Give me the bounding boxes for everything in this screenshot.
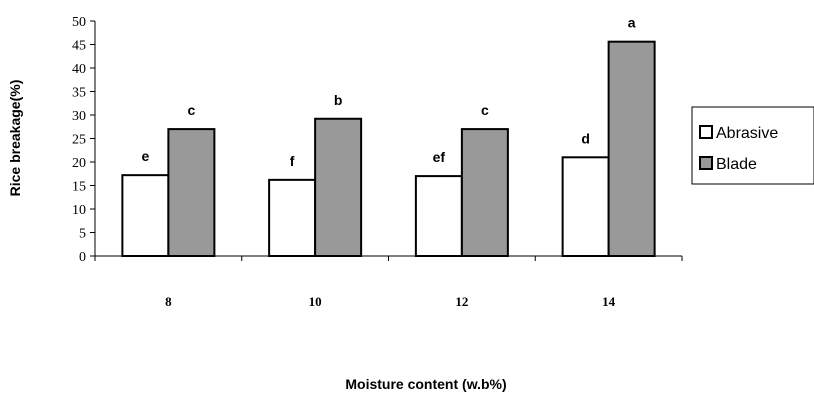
significance-labels: e c f b ef c d a: [141, 15, 635, 169]
significance-label: b: [334, 92, 343, 108]
x-axis-title: Moisture content (w.b%): [345, 376, 506, 392]
bar-abrasive-8: [121, 174, 170, 257]
significance-label: e: [141, 148, 149, 164]
significance-label: ef: [433, 149, 446, 165]
significance-label: f: [290, 153, 295, 169]
y-tick-label: 50: [72, 15, 86, 30]
x-axis: 8 10 12 14: [94, 255, 683, 309]
bar-abrasive-14: [561, 156, 610, 257]
legend-label-abrasive: Abrasive: [716, 125, 778, 142]
significance-label: d: [581, 130, 590, 146]
bar-blade-14: [607, 40, 656, 258]
y-tick-label: 10: [72, 203, 86, 218]
y-tick-label: 25: [72, 133, 86, 148]
significance-label: c: [481, 102, 489, 118]
bar-blade-8: [167, 128, 216, 258]
y-tick-label: 0: [79, 250, 86, 265]
significance-label: a: [628, 15, 636, 31]
legend-box: [691, 106, 814, 185]
legend-swatch-blade: [699, 156, 713, 170]
x-tick-label: 14: [602, 294, 616, 309]
y-tick-label: 45: [72, 39, 86, 54]
bar-blade-10: [314, 117, 363, 258]
x-tick-label: 8: [165, 294, 172, 309]
y-tick-label: 30: [72, 109, 86, 124]
legend-label-blade: Blade: [716, 156, 757, 173]
x-tick-label: 12: [455, 294, 468, 309]
legend: Abrasive Blade: [691, 106, 814, 185]
bar-blade-12: [460, 128, 509, 258]
y-axis-title: Rice breakage(%): [7, 80, 23, 197]
y-tick-label: 40: [72, 62, 86, 77]
y-tick-label: 15: [72, 180, 86, 195]
bar-abrasive-10: [268, 178, 317, 257]
y-tick-label: 35: [72, 86, 86, 101]
bars: [121, 40, 656, 258]
y-axis: 0 5 10 15 20 25 30 35 40 45 50: [72, 15, 96, 265]
x-tick-label: 10: [309, 294, 322, 309]
bar-abrasive-12: [414, 175, 463, 258]
y-tick-label: 20: [72, 156, 86, 171]
significance-label: c: [187, 102, 195, 118]
legend-swatch-abrasive: [699, 125, 713, 139]
y-tick-label: 5: [79, 227, 86, 242]
